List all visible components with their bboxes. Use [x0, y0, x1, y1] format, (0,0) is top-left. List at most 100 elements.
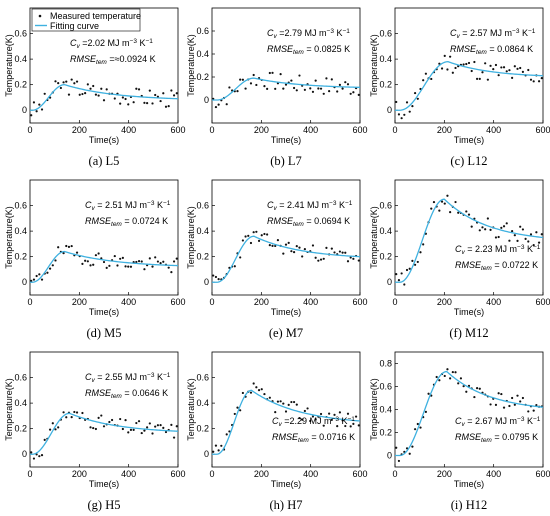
measured-point [108, 420, 111, 424]
measured-point [266, 233, 269, 236]
measured-point [284, 243, 288, 246]
panel-caption: (c) L12 [450, 154, 487, 168]
measured-point [346, 260, 350, 263]
y-axis-label: Temperature(K) [186, 34, 196, 97]
x-axis-label: Time(s) [271, 479, 301, 489]
y-axis-label: Temperature(K) [369, 378, 379, 441]
measured-point [97, 252, 100, 255]
measured-point [489, 64, 492, 67]
legend-measured-label: Measured temperature [50, 11, 141, 21]
measured-point [124, 265, 127, 268]
measured-point [65, 416, 68, 419]
measured-point [511, 396, 514, 400]
measured-point [105, 266, 108, 269]
rmse-annotation: RMSEtem = 0.0724 K [85, 216, 168, 228]
rmse-value: = 0.0825 K [304, 44, 350, 54]
y-tick-label: 0.6 [14, 29, 27, 39]
y-tick-label: 0.6 [14, 201, 27, 211]
measured-point [500, 66, 503, 69]
panel-H7: 0 200 400 600 0 0.2 0.4 0.6 Time(s) Temperature(K… [186, 351, 368, 512]
x-tick-label: 0 [209, 125, 214, 135]
measured-point [102, 99, 106, 102]
measured-point [529, 233, 533, 236]
measured-point [440, 200, 444, 203]
measured-point [500, 392, 503, 396]
measured-point [170, 271, 173, 274]
measured-point [255, 386, 258, 389]
measured-point [494, 236, 498, 239]
measured-point [233, 265, 236, 268]
measured-point [524, 237, 527, 240]
x-tick-label: 600 [170, 297, 185, 307]
measured-point [274, 87, 277, 90]
measured-point [357, 424, 360, 427]
measured-point [511, 229, 514, 233]
measured-point [140, 431, 143, 435]
measured-point [84, 259, 87, 262]
measured-point [475, 77, 479, 80]
measured-point [70, 78, 73, 81]
measured-point [271, 244, 274, 247]
measured-point [97, 416, 100, 419]
measured-point [424, 410, 427, 413]
measured-point [282, 402, 285, 405]
measured-point [75, 411, 79, 414]
y-tick-label: 0 [387, 277, 392, 287]
measured-point [102, 425, 106, 428]
measured-point [470, 225, 473, 228]
measured-point [54, 80, 57, 83]
measured-point [462, 63, 465, 66]
x-tick-label: 400 [486, 125, 501, 135]
measured-point [405, 268, 409, 272]
measured-point [508, 239, 511, 242]
measured-point [462, 385, 465, 388]
x-tick-label: 200 [254, 469, 269, 479]
cv-annotation: Cv = 2.23 MJ m−3 K−1 [455, 244, 541, 256]
y-tick-label: 0.4 [379, 54, 392, 64]
rmse-annotation: RMSEtem = 0.0795 K [455, 432, 538, 444]
measured-point [65, 80, 68, 83]
measured-point [346, 83, 350, 86]
y-tick-label: 0.4 [14, 54, 27, 64]
measured-point [430, 207, 433, 210]
measured-point [241, 239, 244, 242]
x-tick-label: 0 [27, 469, 32, 479]
fitting-curve [212, 77, 361, 101]
measured-point [484, 62, 487, 65]
measured-point [62, 251, 65, 255]
measured-point [167, 266, 170, 269]
measured-point [162, 426, 165, 429]
measured-point [164, 105, 168, 108]
measured-point [333, 251, 336, 254]
measured-point [440, 67, 444, 70]
panel-caption: (a) L5 [89, 154, 120, 168]
measured-point [274, 410, 277, 414]
rmse-value: = 0.0646 K [122, 388, 168, 398]
measured-point [249, 391, 253, 394]
rmse-value: = 0.0795 K [492, 432, 538, 442]
measured-points [395, 194, 543, 286]
y-tick-label: 0.4 [379, 405, 392, 415]
measured-point [416, 97, 419, 100]
measured-point [124, 419, 127, 422]
measured-point [497, 392, 500, 395]
measured-point [57, 246, 60, 249]
measured-point [255, 83, 258, 87]
y-tick-label: 0.6 [379, 382, 392, 392]
measured-point [127, 103, 130, 106]
x-axis-label: Time(s) [454, 307, 484, 317]
measured-point [108, 264, 111, 267]
y-axis-label: Temperature(K) [4, 34, 14, 97]
panel-caption: (d) M5 [86, 326, 121, 340]
measured-point [467, 61, 471, 65]
measured-point [519, 225, 522, 228]
x-tick-label: 600 [352, 469, 367, 479]
y-tick-label: 0 [387, 451, 392, 461]
measured-point [151, 432, 154, 435]
measured-point [537, 241, 541, 244]
measured-point [154, 93, 157, 97]
y-axis-label: Temperature(K) [369, 34, 379, 97]
axes-frame [211, 7, 361, 124]
measured-point [143, 268, 146, 271]
